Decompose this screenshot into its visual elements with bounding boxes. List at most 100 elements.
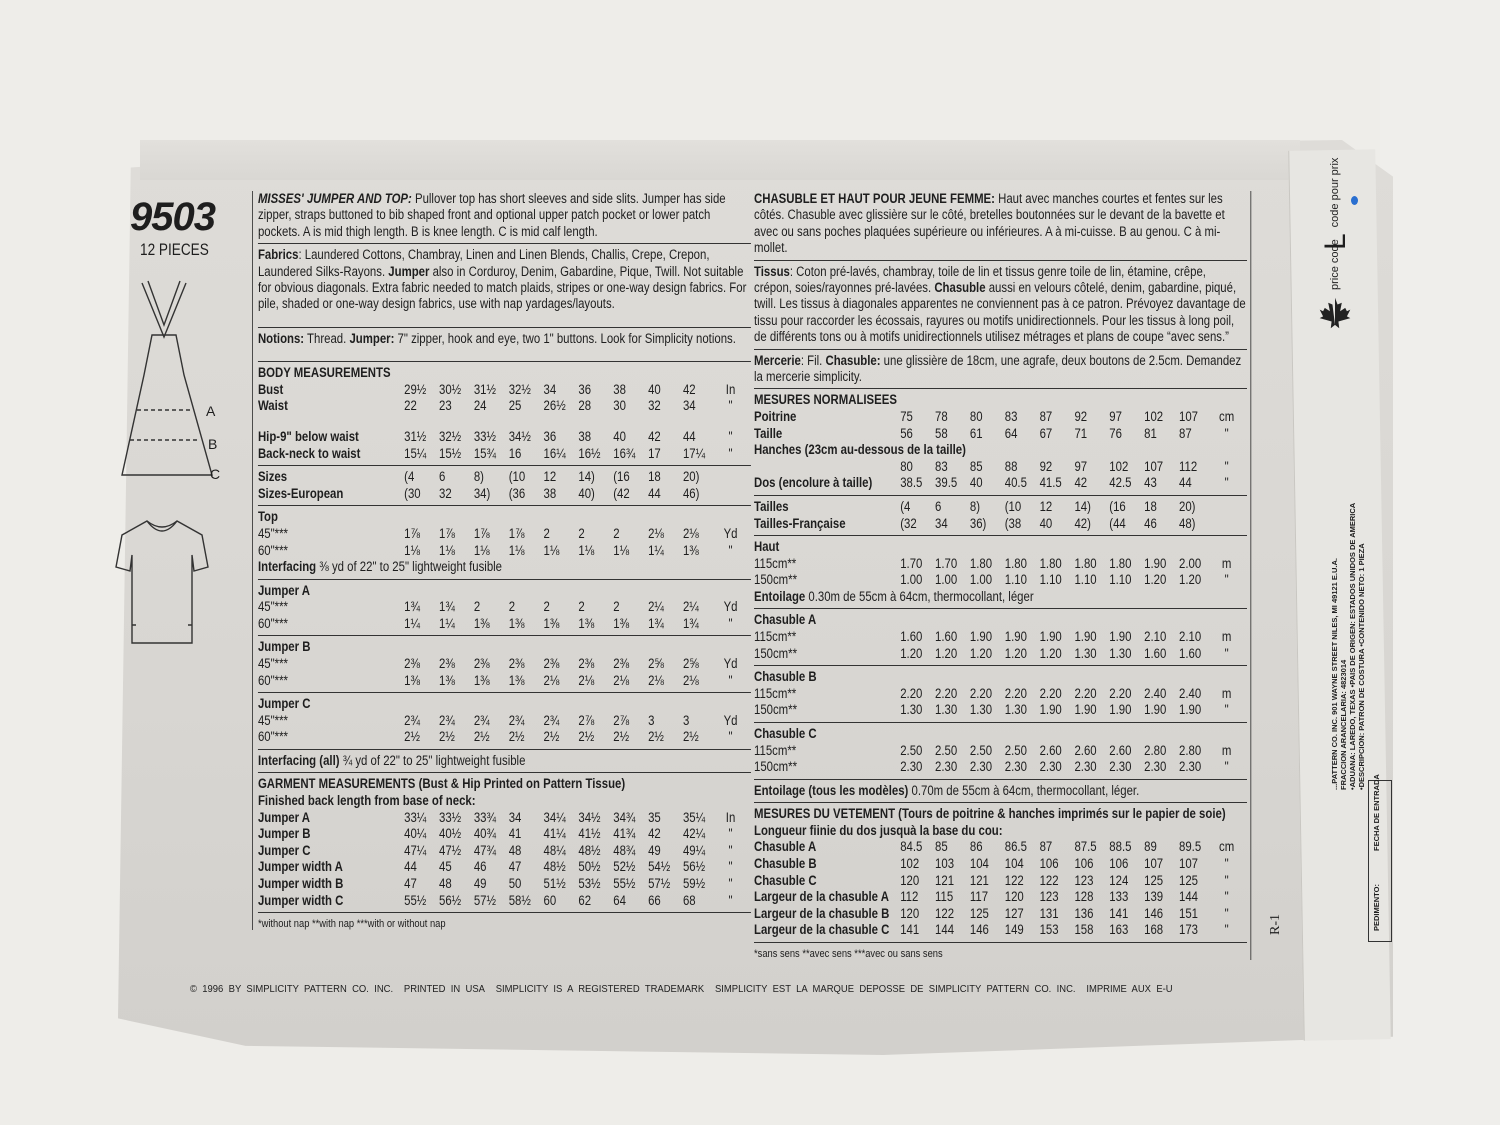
cell-value: 47 [404, 875, 417, 891]
table-row: Tailles (4 6 8) (10 12 14) (16 18 20) [754, 499, 1247, 516]
notions-text: Mercerie: Fil. Chasuble: une glissière d… [754, 353, 1247, 386]
cell-value: 1.10 [1109, 572, 1132, 588]
cell-value: 141 [900, 922, 920, 938]
cell-value: 133 [1109, 889, 1129, 905]
cell-value: 2.50 [935, 742, 958, 758]
cell-value: 16 [508, 445, 522, 461]
table-row: 115cm** 1.60 1.60 1.90 1.90 1.90 1.90 1.90 2.10 2… [754, 629, 1247, 646]
cell-value: 2¼ [648, 599, 664, 615]
customs-line: FRACCION ARANCELARIA: 4823014 [1339, 659, 1348, 790]
row-label: 45"*** [257, 526, 288, 541]
row-label: 45"*** [257, 712, 288, 728]
text-run: Thread. [304, 330, 350, 346]
cell-value: 2.50 [969, 742, 993, 758]
row-label: Jumper width C [257, 892, 344, 908]
section-title: GARMENT MEASUREMENTS (Bust & Hip Printed… [257, 776, 626, 792]
cell-value: 1¾ [404, 599, 420, 615]
cell-value: 2⅜ [543, 655, 560, 671]
footer-text: SIMPLICITY EST LA MARQUE DEPOSSE DE SIMP… [714, 983, 1076, 995]
footnote: *sans sens **avec sens ***avec ou sans s… [754, 947, 943, 960]
cell-value: 2.80 [1144, 742, 1167, 758]
cell-value: 31½ [473, 381, 497, 397]
divider [257, 505, 751, 507]
cell-value: 2½ [439, 729, 455, 745]
divider [257, 912, 751, 914]
table-row: Bust 29½ 30½ 31½ 32½ 34 36 38 40 42 In [258, 382, 751, 399]
unit-label: In [725, 381, 736, 397]
pattern-number: 9503 [130, 195, 216, 239]
cell-value: 48) [1179, 515, 1196, 531]
text-run: CHASUBLE ET HAUT POUR JEUNE FEMME: [754, 191, 999, 206]
unit-label [718, 486, 744, 503]
cell-value: (32 [900, 515, 917, 531]
section-title: Chasuble B [754, 669, 817, 685]
cell-value: 87 [1039, 409, 1053, 425]
cell-value: 15¼ [404, 445, 427, 461]
cell-value: 68 [682, 892, 696, 908]
unit-label: " [728, 729, 733, 745]
cell-value: 48¼ [543, 842, 566, 858]
cell-value: 88.5 [1109, 839, 1132, 855]
cell-value: 168 [1144, 922, 1164, 938]
unit-label: Yd [723, 655, 738, 671]
cell-value: 97 [1109, 409, 1122, 425]
unit-label: " [728, 542, 733, 558]
cell-value: 1.90 [1039, 629, 1062, 644]
cell-value: 2⅝ [682, 655, 699, 671]
cell-value: 1⅞ [473, 526, 490, 541]
cell-value: 33¼ [404, 809, 427, 825]
section-subtitle: Finished back length from base of neck: [257, 792, 476, 808]
row-label: Dos (encolure à taille) [754, 475, 873, 491]
cell-value: 33½ [473, 429, 497, 445]
revision-code: R-1 [1268, 914, 1283, 935]
cell-value: 106 [1109, 855, 1129, 871]
section-title: Chasuble C [754, 725, 817, 741]
cell-value: 2¾ [404, 712, 420, 728]
row-label: Waist [257, 398, 288, 414]
cell-value: 32 [439, 485, 452, 501]
table-row: Chasuble C 120 121 121 122 122 123 124 125 125 " [754, 873, 1247, 890]
cell-value: 1⅜ [404, 672, 420, 688]
cell-value: (44 [1109, 515, 1126, 531]
section-title: Jumper C [257, 696, 311, 712]
cell-value: 29½ [404, 381, 427, 397]
cell-value: 47¼ [404, 842, 427, 858]
table-row: Jumper width C 55½ 56½ 57½ 58½ 60 62 64 66 68 " [258, 893, 751, 910]
cell-value: 8) [473, 469, 484, 485]
cell-value: 16¼ [543, 445, 566, 461]
cell-value: 71 [1074, 425, 1088, 441]
cell-value: 2.50 [1004, 742, 1027, 758]
cell-value: 104 [1004, 855, 1024, 871]
footer-text: SIMPLICITY IS A REGISTERED TRADEMARK [495, 983, 705, 995]
table-row-label: Hanches (23cm au-dessous de la taille) [754, 442, 966, 458]
cell-value: 34 [935, 515, 948, 531]
table-row: Jumper C 47¼ 47½ 47¾ 48 48¼ 48½ 48¾ 49 49¼ " [258, 843, 751, 860]
cell-value: 1.10 [1039, 572, 1062, 588]
text-run: 7" zipper, hook and eye, two 1" buttons.… [394, 330, 736, 346]
divider [257, 243, 751, 245]
jumper-sketch [121, 280, 213, 476]
cell-value: 32½ [508, 381, 531, 397]
cell-value: 2¼ [682, 599, 699, 615]
cell-value: (30 [404, 485, 421, 501]
unit-label: " [1224, 872, 1229, 888]
cell-value: 1⅛ [613, 542, 630, 558]
unit-label: " [1224, 645, 1229, 661]
cell-value: 123 [1074, 872, 1094, 888]
unit-label: " [728, 826, 733, 842]
cell-value: 1.20 [1179, 572, 1202, 588]
cell-value: 123 [1039, 889, 1059, 905]
cell-value: 2.20 [1039, 685, 1062, 701]
cell-value: 6 [439, 469, 446, 485]
price-code-letter: L [1318, 233, 1352, 250]
blue-dot-mark [1351, 196, 1358, 205]
cell-value: 125 [1179, 872, 1198, 888]
table-row: Largeur de la chasuble A 112 115 117 120 123 1… [754, 889, 1247, 906]
row-label: 150cm** [754, 645, 798, 661]
cell-value: 40¼ [404, 826, 427, 842]
text-run: Chasuble [934, 280, 986, 296]
cell-value: 85 [935, 839, 948, 855]
row-label: Jumper width B [257, 875, 344, 891]
cell-value: 146 [969, 922, 989, 938]
cell-value: 40½ [439, 826, 462, 842]
